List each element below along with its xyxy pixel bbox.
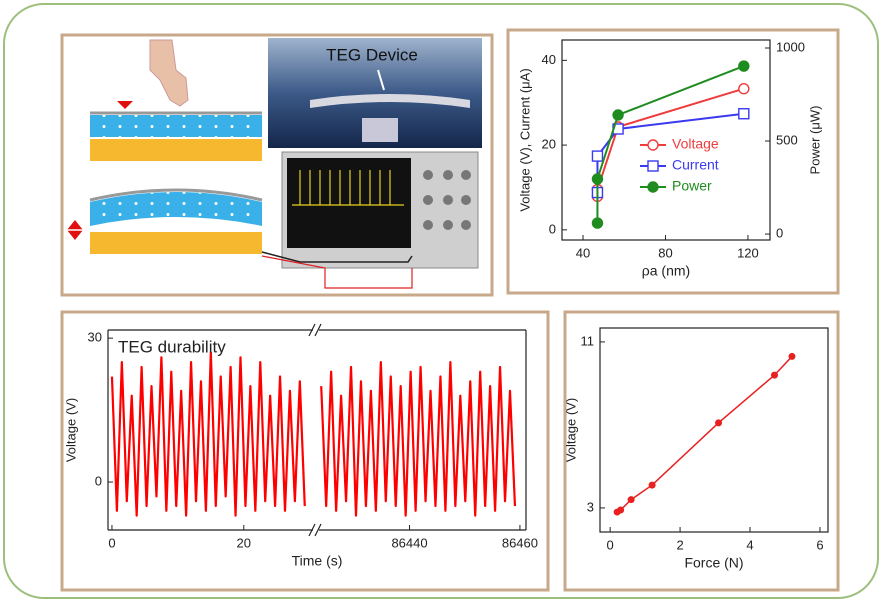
y-tick-label: 0 <box>776 225 783 240</box>
y2-axis-label: Power (μW) <box>807 106 822 175</box>
x-tick-label: 40 <box>576 245 590 260</box>
dots <box>90 115 262 137</box>
legend-label: Voltage <box>672 136 719 152</box>
series-line <box>596 65 745 224</box>
marker <box>591 173 604 185</box>
voltage-trace <box>320 361 517 517</box>
y-tick-label: 1000 <box>776 39 805 54</box>
photo-label: TEG Device <box>326 45 418 64</box>
y-tick-label: 11 <box>581 333 595 348</box>
dots <box>90 192 262 226</box>
wire-red <box>261 255 413 289</box>
marker <box>591 217 604 229</box>
x-tick-label: 0 <box>607 537 614 552</box>
y-axis-label: Voltage (V), Current (μA) <box>517 68 532 211</box>
top-film-bent <box>89 188 263 202</box>
marker <box>738 83 750 95</box>
yellow-layer <box>90 232 262 254</box>
legend-label: Current <box>672 157 719 173</box>
point <box>770 371 778 379</box>
schematic: TEG Device <box>67 38 482 289</box>
wire-black <box>261 251 413 263</box>
x-tick-label: 2 <box>676 537 683 552</box>
plot-frame <box>599 327 829 533</box>
device-strip <box>310 94 470 108</box>
y-axis-label: Voltage (V) <box>563 398 578 462</box>
y-tick-label: 30 <box>88 330 102 345</box>
y-tick-label: 0 <box>95 473 102 488</box>
x-tick-label: 0 <box>108 535 115 550</box>
point <box>627 496 635 504</box>
panel-rho <box>506 28 840 295</box>
plot-frame <box>561 39 771 241</box>
point <box>788 352 796 360</box>
point <box>715 419 723 427</box>
x-axis-label: ρa (nm) <box>642 263 690 279</box>
marker <box>591 150 604 162</box>
x-axis-label: Force (N) <box>684 555 743 571</box>
y-tick-label: 3 <box>587 499 594 514</box>
marker <box>738 108 750 120</box>
y-axis-label: Voltage (V) <box>63 398 78 462</box>
point <box>648 481 656 489</box>
point <box>617 506 625 514</box>
legend-marker <box>647 181 659 193</box>
yellow-layer <box>90 139 262 161</box>
x-tick-label: 86440 <box>391 535 427 550</box>
marker <box>738 60 750 72</box>
finger <box>149 39 189 107</box>
press-arrow <box>117 101 133 109</box>
scope-trace <box>292 170 404 206</box>
photo-arrow <box>377 69 385 91</box>
scope-knobs <box>423 170 471 230</box>
legend-label: Power <box>672 178 712 194</box>
legend-marker <box>647 139 659 151</box>
legend-marker <box>647 160 659 172</box>
scope-screen <box>287 158 411 248</box>
x-tick-label: 20 <box>237 535 251 550</box>
marker <box>612 109 624 121</box>
x-tick-label: 80 <box>658 245 672 260</box>
y-tick-label: 20 <box>542 137 556 152</box>
x-axis-label: Time (s) <box>292 553 343 569</box>
x-tick-label: 86460 <box>502 535 538 550</box>
y-tick-label: 0 <box>549 221 556 236</box>
voltage-trace <box>110 351 306 517</box>
device-pad <box>362 118 398 142</box>
chart-title: TEG durability <box>118 337 226 356</box>
y-tick-label: 500 <box>776 132 798 147</box>
y-tick-label: 40 <box>542 52 556 67</box>
x-tick-label: 120 <box>737 245 759 260</box>
x-tick-label: 6 <box>816 537 823 552</box>
x-tick-label: 4 <box>746 537 753 552</box>
